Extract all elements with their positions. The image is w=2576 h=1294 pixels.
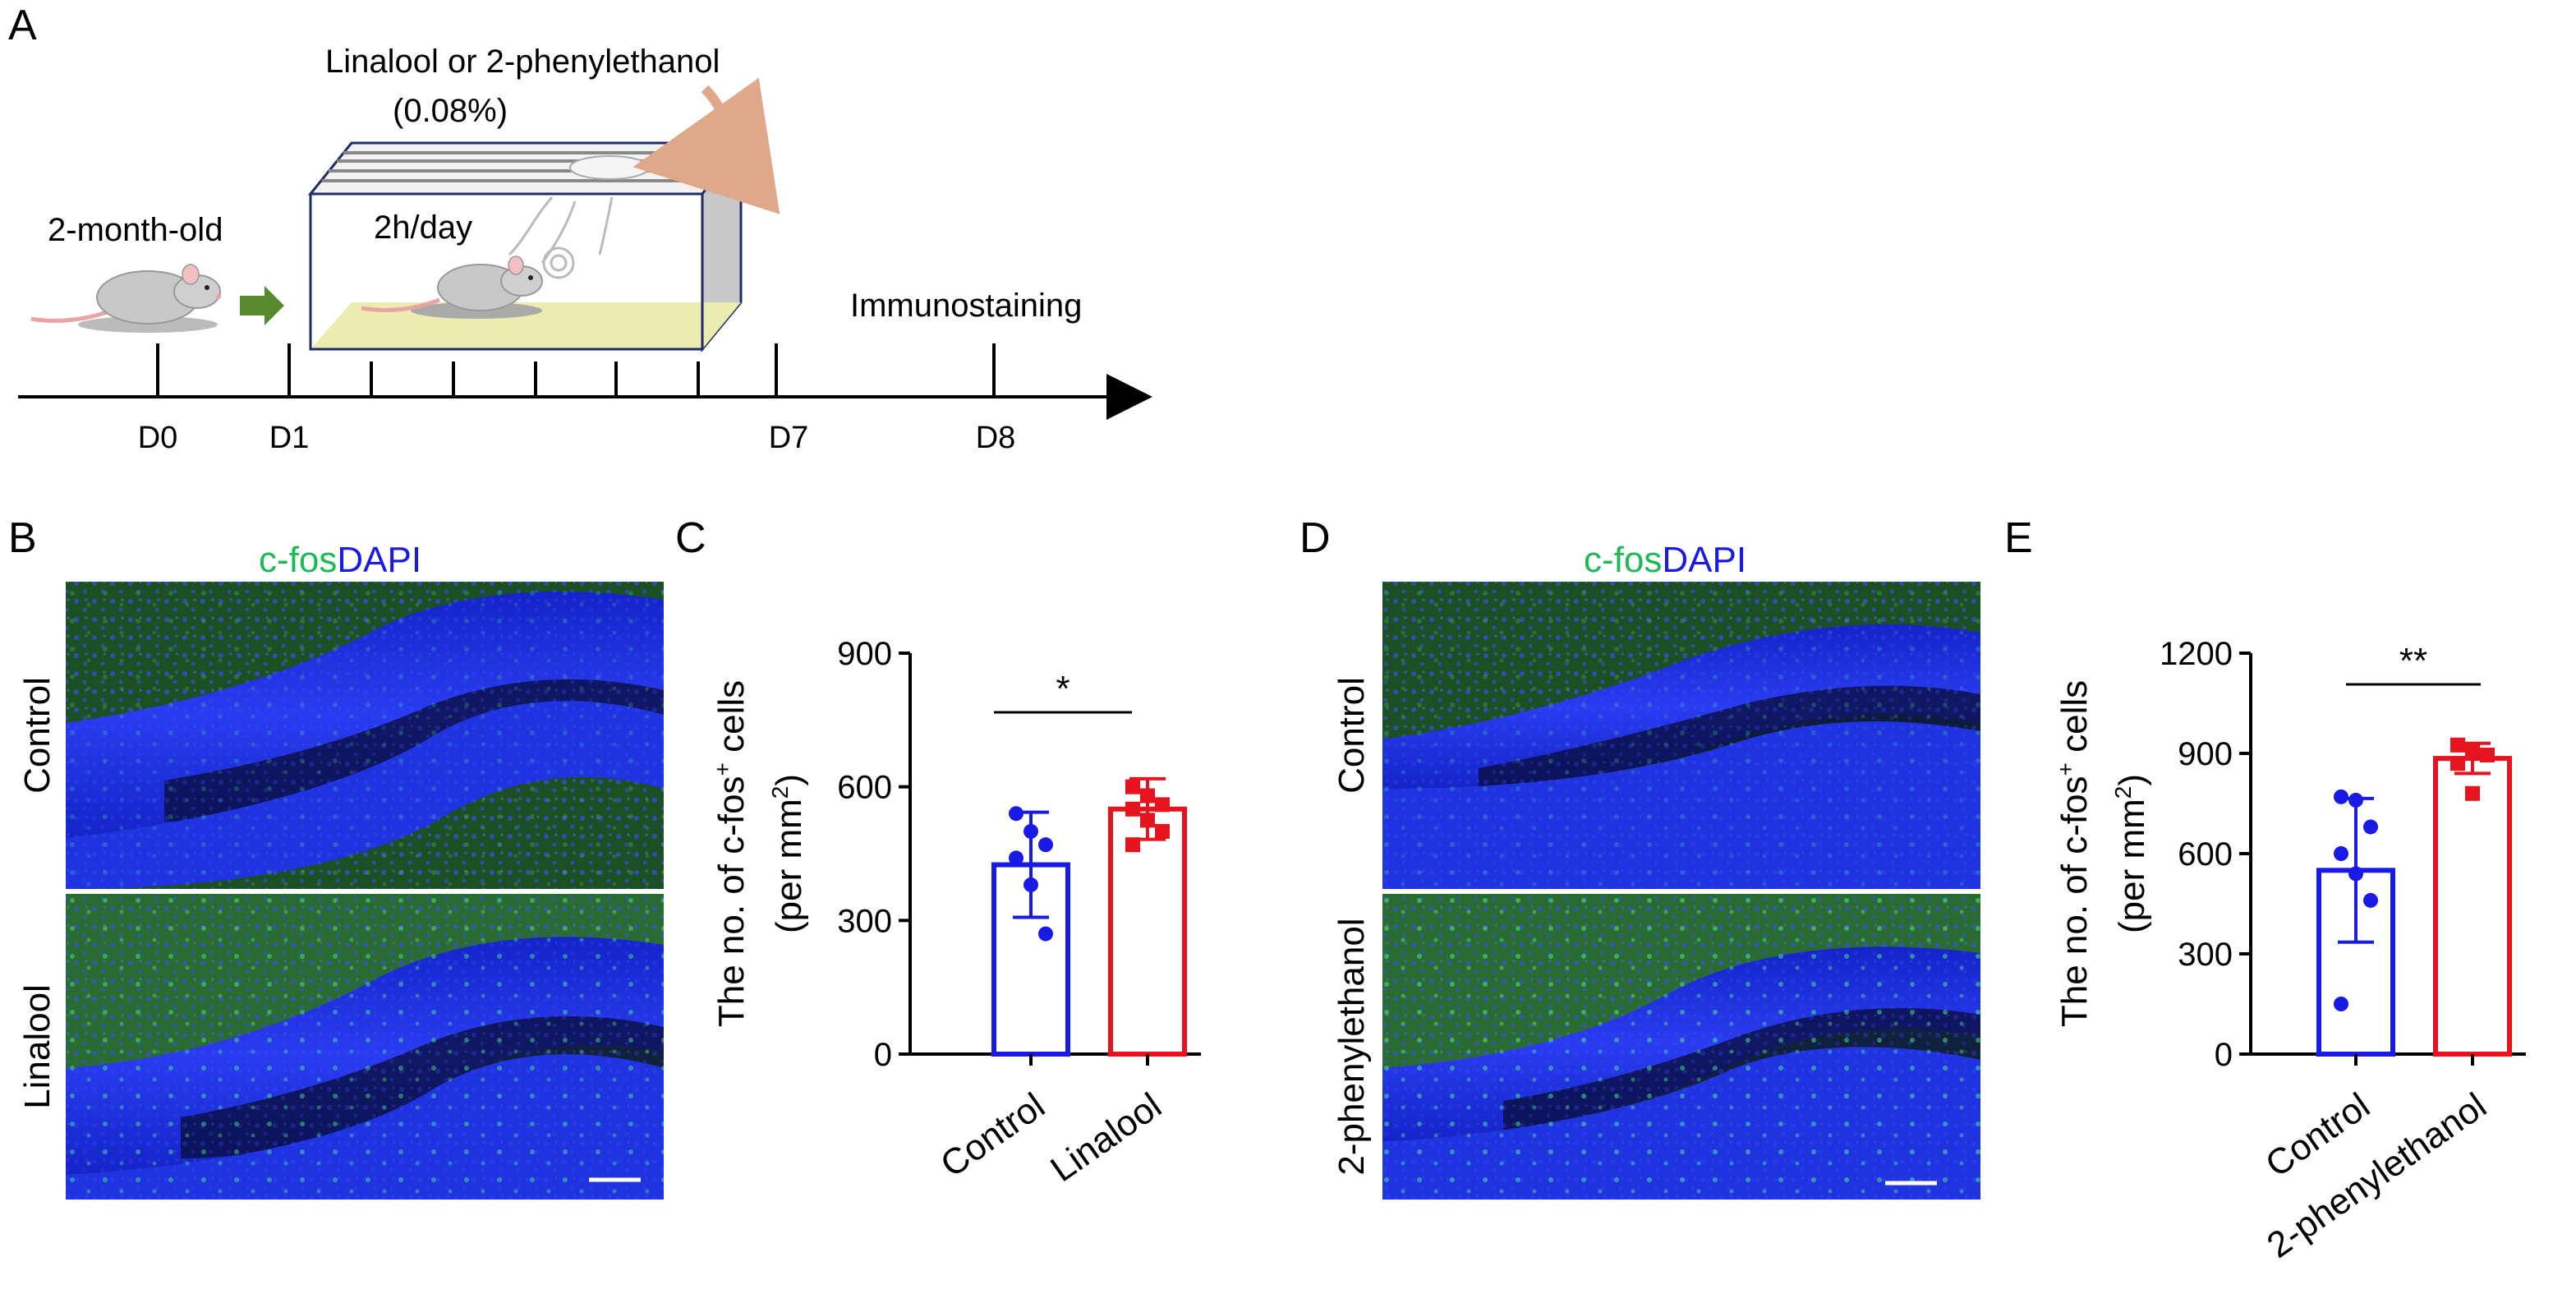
odor-arrow-icon (632, 77, 780, 214)
data-point (1009, 850, 1024, 866)
bar-2-phenylethanol (2433, 756, 2512, 1057)
data-point (1125, 801, 1140, 817)
stain-title-b: c-fosDAPI (259, 540, 421, 580)
micrograph-d-2-phenylethanol (1382, 894, 1980, 1200)
y-tick-label: 600 (837, 770, 892, 806)
y-tick-label: 0 (2215, 1037, 2233, 1073)
data-point (1155, 797, 1170, 813)
data-point (1140, 788, 1155, 804)
micrograph-d-control (1382, 582, 1980, 889)
panel-a: A D0 D1 D7 D8 2-month-old Immunostaining (8, 2, 1152, 455)
data-point (1125, 837, 1140, 853)
data-point (2348, 866, 2363, 882)
y-axis-label-line1: The no. of c-fos+ cells (710, 680, 752, 1027)
y-tick-label: 0 (874, 1037, 892, 1073)
mouse-illustration (30, 264, 221, 333)
stain-title-d: c-fosDAPI (1584, 540, 1746, 580)
endpoint-label: Immunostaining (850, 288, 1082, 324)
age-label: 2-month-old (48, 212, 223, 248)
data-point (1024, 877, 1038, 892)
green-arrow-icon (240, 286, 284, 325)
y-tick-label: 300 (837, 903, 892, 939)
row-label-d-control: Control (1332, 677, 1372, 794)
panel-letter-d: D (1300, 514, 1331, 562)
y-axis-label-line2: (per mm2) (767, 774, 809, 933)
data-point (2348, 792, 2363, 808)
y-tick-label: 300 (2178, 937, 2233, 973)
cage-illustration (307, 139, 744, 353)
data-point (2450, 756, 2465, 771)
data-point (2450, 737, 2465, 753)
data-point (1155, 823, 1170, 839)
data-point (2334, 789, 2348, 804)
data-point (2334, 997, 2348, 1011)
micrograph-b-control (66, 582, 664, 889)
y-axis-label-line2: (per mm2) (2110, 774, 2152, 933)
data-point (1125, 779, 1140, 794)
data-point (2480, 748, 2495, 763)
row-label-d-2-phenylethanol: 2-phenylethanol (1332, 918, 1372, 1175)
y-tick-label: 600 (2178, 836, 2233, 873)
data-point (2363, 819, 2378, 835)
x-category-label: Linalool (1043, 1085, 1168, 1190)
panel-letter-b: B (8, 514, 37, 562)
data-point (1038, 926, 1053, 942)
data-point (2465, 785, 2480, 801)
significance-mark: ** (2399, 641, 2427, 681)
day-label-d1: D1 (269, 421, 310, 455)
day-label-d8: D8 (976, 421, 1016, 455)
timeline-ticks (156, 343, 996, 397)
data-point (1009, 806, 1024, 822)
panel-b: B c-fosDAPI Control Linalool (8, 514, 664, 1200)
chart-e: 03006009001200Control2-phenylethanol**Th… (2053, 636, 2526, 1266)
concentration-label: (0.08%) (393, 93, 508, 129)
significance-mark: * (1056, 669, 1070, 709)
data-point (2363, 892, 2378, 908)
data-point (2334, 846, 2348, 861)
y-axis-label-line1: The no. of c-fos+ cells (2053, 680, 2095, 1027)
data-point (1024, 823, 1038, 839)
duration-label: 2h/day (374, 210, 472, 246)
odor-label: Linalool or 2-phenylethanol (325, 44, 720, 80)
data-point (2465, 742, 2480, 758)
day-label-d7: D7 (769, 421, 809, 455)
row-label-b-linalool: Linalool (17, 984, 58, 1109)
panel-letter-a: A (8, 2, 37, 49)
data-point (1140, 813, 1155, 828)
micrograph-b-linalool (66, 894, 664, 1200)
panel-letter-c: C (675, 514, 706, 562)
panel-letter-e: E (2004, 514, 2033, 562)
x-category-label: Control (933, 1085, 1051, 1185)
bar-linalool (1108, 806, 1187, 1057)
y-tick-label: 900 (837, 636, 892, 672)
day-label-d0: D0 (138, 421, 178, 455)
y-tick-label: 900 (2178, 736, 2233, 772)
panel-d: D c-fosDAPI Control 2-phenylethanol (1300, 514, 1980, 1200)
panel-e: E 03006009001200Control2-phenylethanol**… (2004, 514, 2526, 1266)
y-tick-label: 1200 (2160, 636, 2233, 672)
row-label-b-control: Control (17, 677, 58, 794)
data-point (1038, 837, 1053, 853)
